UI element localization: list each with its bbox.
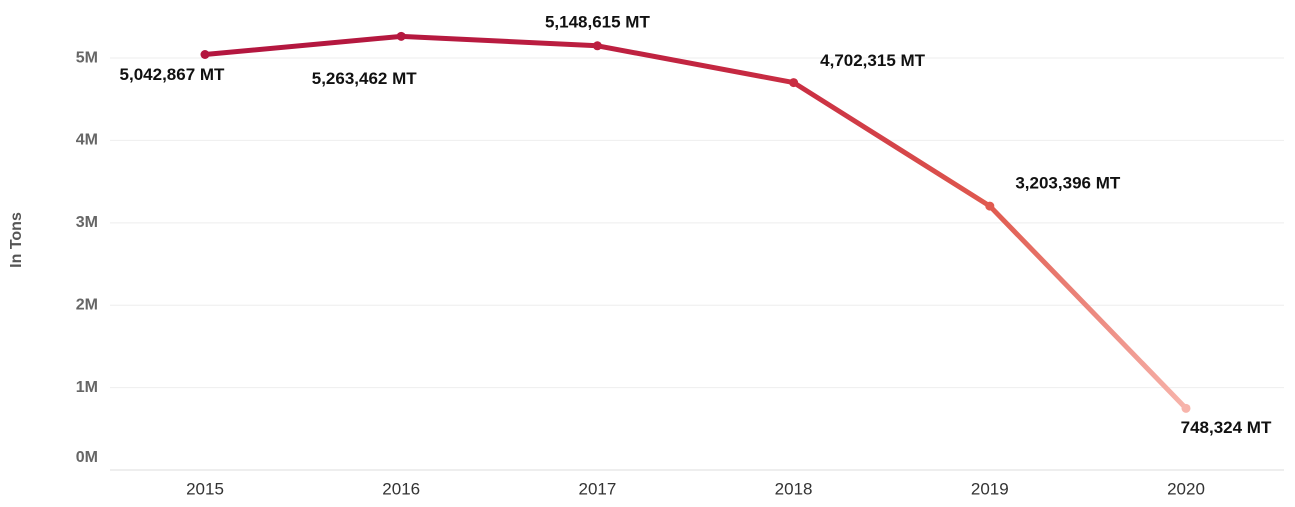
- point: [985, 201, 995, 211]
- x-tick-label: 2016: [382, 479, 420, 498]
- x-tick-label: 2015: [186, 479, 224, 498]
- point: [396, 31, 406, 41]
- data-label: 4,702,315 MT: [820, 51, 926, 70]
- data-label: 5,042,867 MT: [120, 65, 226, 84]
- x-tick-label: 2017: [578, 479, 616, 498]
- point: [1181, 403, 1191, 413]
- y-tick-label: 1M: [76, 379, 98, 396]
- y-tick-label: 5M: [76, 49, 98, 66]
- data-label: 748,324 MT: [1181, 418, 1272, 437]
- data-label: 5,263,462 MT: [312, 69, 418, 88]
- y-tick-label: 2M: [76, 296, 98, 313]
- point: [789, 78, 799, 88]
- x-tick-label: 2018: [775, 479, 813, 498]
- point: [200, 50, 210, 60]
- y-axis-label: In Tons: [8, 212, 25, 268]
- data-label: 3,203,396 MT: [1015, 174, 1121, 193]
- point: [592, 41, 602, 51]
- line: [204, 33, 1188, 411]
- data-label: 5,148,615 MT: [545, 12, 651, 31]
- x-tick-label: 2020: [1167, 479, 1205, 498]
- y-tick-label: 3M: [76, 214, 98, 231]
- x-tick-label: 2019: [971, 479, 1009, 498]
- y-tick-label: 4M: [76, 132, 98, 149]
- y-tick-label: 0M: [76, 449, 98, 466]
